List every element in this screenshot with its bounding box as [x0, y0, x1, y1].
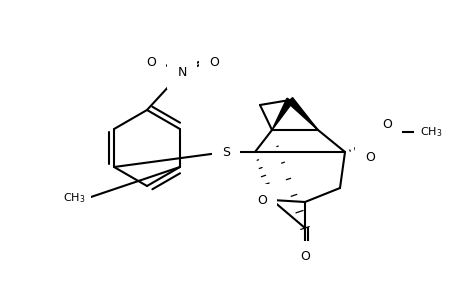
- Text: O: O: [364, 151, 374, 164]
- Text: O: O: [146, 56, 156, 68]
- Text: S: S: [222, 146, 230, 158]
- Text: O: O: [299, 250, 309, 263]
- Text: CH$_3$: CH$_3$: [419, 125, 442, 139]
- Polygon shape: [287, 98, 317, 130]
- Text: CH$_3$: CH$_3$: [62, 191, 85, 205]
- Text: O: O: [208, 56, 218, 68]
- Text: O: O: [257, 194, 266, 206]
- Text: O: O: [381, 118, 391, 130]
- Text: N: N: [177, 65, 186, 79]
- Polygon shape: [271, 98, 292, 130]
